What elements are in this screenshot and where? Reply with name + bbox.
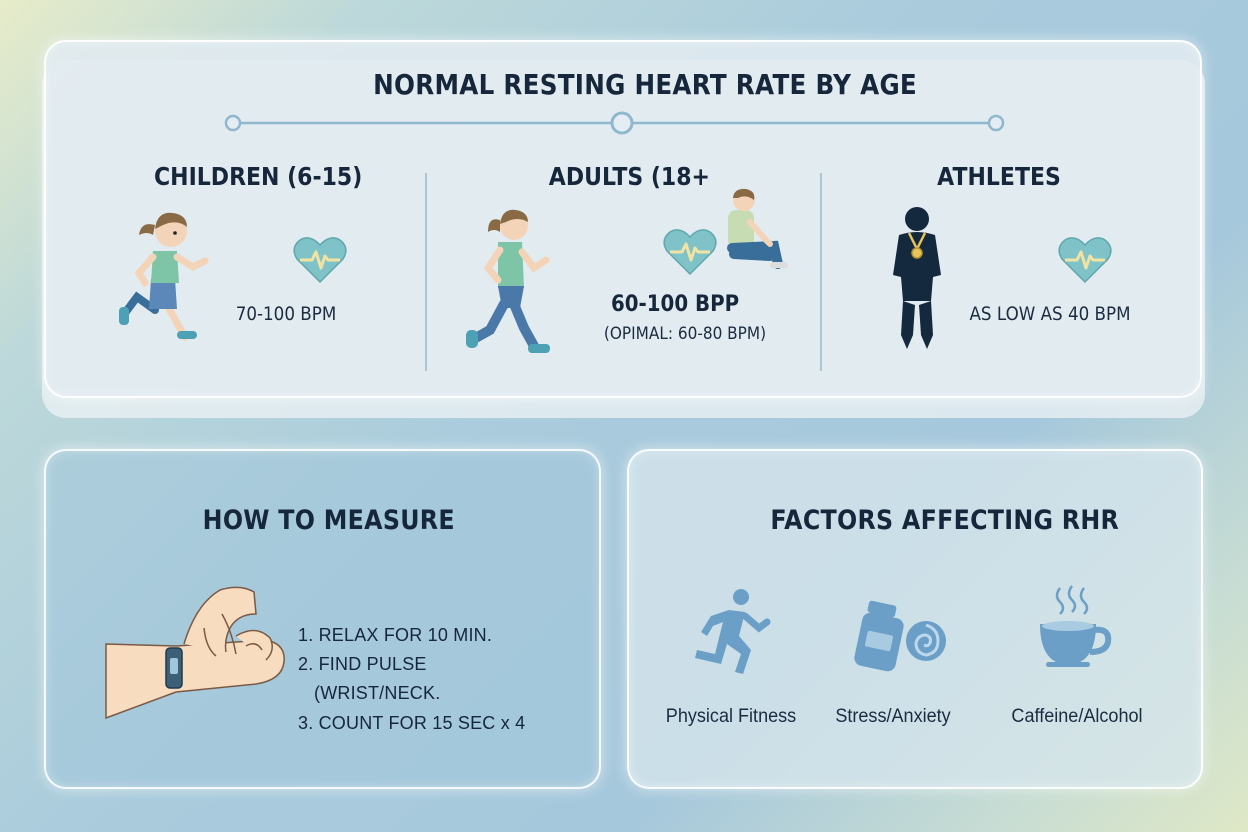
factor-label: Physical Fitness bbox=[665, 706, 797, 727]
athletes-rate: AS LOW AS 40 BPM bbox=[969, 303, 1131, 325]
adults-rate: 60-100 BPP bbox=[611, 292, 740, 317]
children-title: CHILDREN (6-15) bbox=[154, 162, 363, 191]
running-woman-icon bbox=[466, 209, 550, 353]
page-title: NORMAL RESTING HEART RATE BY AGE bbox=[373, 68, 918, 101]
measure-panel bbox=[44, 449, 601, 789]
children-rate: 70-100 BPM bbox=[235, 303, 337, 325]
adults-title: ADULTS (18+ bbox=[548, 162, 710, 191]
column-divider bbox=[820, 173, 822, 371]
measure-step: 1. RELAX FOR 10 MIN. bbox=[298, 625, 493, 645]
heart-pulse-icon bbox=[1058, 237, 1112, 284]
pill-bottle-icon bbox=[854, 600, 946, 672]
factor-label: Stress/Anxiety bbox=[835, 706, 951, 727]
heart-pulse-icon bbox=[293, 237, 347, 284]
athletes-title: ATHLETES bbox=[937, 162, 1061, 191]
factor-label: Caffeine/Alcohol bbox=[1011, 706, 1143, 727]
measure-step: (WRIST/NECK. bbox=[314, 683, 441, 703]
heart-pulse-icon bbox=[663, 229, 717, 276]
athlete-medal-icon bbox=[893, 207, 941, 349]
running-girl-icon bbox=[119, 212, 209, 341]
measure-title: HOW TO MEASURE bbox=[202, 505, 455, 536]
adults-optimal-note: (OPIMAL: 60-80 BPM) bbox=[603, 324, 767, 344]
runner-icon bbox=[695, 589, 771, 674]
wrist-pulse-icon bbox=[105, 586, 285, 720]
column-divider bbox=[425, 173, 427, 371]
measure-step: 2. FIND PULSE bbox=[298, 654, 427, 674]
coffee-cup-icon bbox=[1040, 585, 1112, 667]
factors-title: FACTORS AFFECTING RHR bbox=[770, 505, 1120, 536]
measure-step: 3. COUNT FOR 15 SEC x 4 bbox=[298, 713, 526, 733]
age-panel bbox=[44, 40, 1202, 398]
sitting-man-icon bbox=[727, 188, 788, 269]
